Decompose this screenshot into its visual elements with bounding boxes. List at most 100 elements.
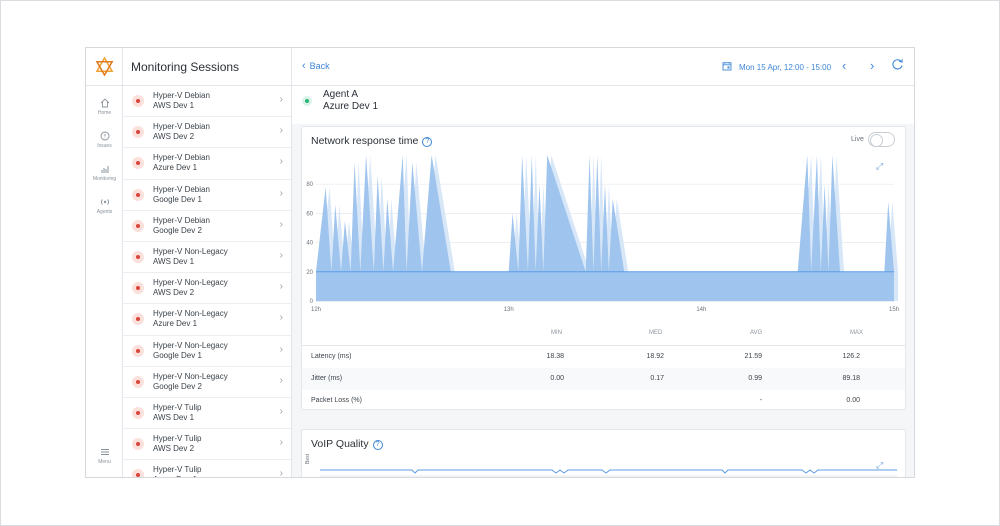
session-name: Hyper-V Non-Legacy bbox=[153, 371, 228, 381]
logo-icon bbox=[95, 57, 114, 76]
stats-header-avg: AVG bbox=[750, 330, 763, 336]
chevron-right-icon: › bbox=[279, 125, 283, 137]
session-name: Hyper-V Tulip bbox=[153, 434, 202, 444]
next-range-button[interactable]: › bbox=[870, 58, 874, 73]
back-link[interactable]: ‹ Back bbox=[302, 60, 330, 72]
session-environment: AWS Dev 2 bbox=[153, 132, 195, 142]
session-environment: AWS Dev 1 bbox=[153, 256, 195, 266]
session-name: Hyper-V Debian bbox=[153, 215, 210, 225]
stats-avg: - bbox=[759, 397, 762, 404]
nav-home[interactable]: Home bbox=[86, 98, 123, 132]
chart-series-area bbox=[316, 155, 894, 301]
session-item[interactable]: Hyper-V Non-Legacy AWS Dev 1 › bbox=[123, 242, 291, 274]
help-icon[interactable]: ? bbox=[422, 137, 433, 147]
chevron-left-icon: ‹ bbox=[302, 60, 306, 72]
live-toggle[interactable] bbox=[868, 132, 895, 147]
chart-series-shadow-area bbox=[320, 155, 898, 301]
stats-label: Packet Loss (%) bbox=[311, 397, 362, 404]
network-card-title: Network response time? bbox=[311, 135, 433, 147]
hamburger-icon bbox=[100, 449, 109, 455]
sessions-title: Monitoring Sessions bbox=[123, 48, 291, 86]
error-status-dot bbox=[132, 219, 144, 232]
chevron-right-icon: › bbox=[870, 58, 875, 73]
session-item[interactable]: Hyper-V Tulip AWS Dev 2 › bbox=[123, 429, 291, 461]
session-environment: Google Dev 1 bbox=[153, 350, 202, 360]
chart-x-tick-label: 13h bbox=[504, 307, 514, 313]
error-status-dot bbox=[132, 344, 144, 357]
stats-row-jitter: Jitter (ms) 0.00 0.17 0.99 89.18 bbox=[302, 368, 905, 390]
bar-chart-icon bbox=[101, 166, 108, 173]
chevron-right-icon: › bbox=[279, 94, 283, 105]
session-item[interactable]: Hyper-V Debian Google Dev 1 › bbox=[123, 180, 291, 211]
logo-row bbox=[86, 48, 123, 86]
expand-icon[interactable]: ⤢ bbox=[876, 161, 884, 171]
nav-agents[interactable]: Agents bbox=[86, 197, 123, 231]
chart-y-tick-label: 0 bbox=[310, 299, 314, 305]
session-item[interactable]: Hyper-V Non-Legacy AWS Dev 2 › bbox=[123, 273, 291, 305]
agent-status-dot bbox=[302, 96, 312, 106]
home-icon bbox=[100, 98, 109, 108]
session-name: Hyper-V Debian bbox=[153, 91, 210, 100]
session-name: Hyper-V Non-Legacy bbox=[153, 278, 228, 288]
calendar-icon[interactable] bbox=[722, 61, 732, 71]
alert-icon bbox=[100, 131, 109, 141]
error-status-dot bbox=[132, 126, 144, 139]
agent-name: Agent A bbox=[323, 89, 359, 100]
session-name: Hyper-V Non-Legacy bbox=[153, 246, 228, 256]
session-environment: AWS Dev 2 bbox=[153, 444, 195, 454]
error-status-dot bbox=[132, 250, 144, 263]
nav-monitoring[interactable]: Monitoring bbox=[86, 164, 123, 198]
chart-x-tick-label: 15h bbox=[889, 307, 899, 313]
top-bar: ‹ Back Mon 15 Apr, 12:00 - 15:00 ‹ › bbox=[292, 48, 914, 86]
help-icon[interactable]: ? bbox=[372, 440, 383, 450]
nav-menu[interactable]: Menu bbox=[86, 447, 123, 477]
stats-header-max: MAX bbox=[850, 330, 864, 336]
stats-max: 126.2 bbox=[842, 353, 860, 360]
date-range[interactable]: Mon 15 Apr, 12:00 - 15:00 bbox=[739, 63, 832, 72]
nav-monitoring-label: Monitoring bbox=[92, 176, 117, 182]
nav-issues-label: Issues bbox=[97, 143, 112, 149]
voip-chart bbox=[320, 469, 897, 477]
session-environment: AWS Dev 1 bbox=[153, 412, 195, 422]
main-content: ‹ Back Mon 15 Apr, 12:00 - 15:00 ‹ › Agen… bbox=[292, 48, 914, 477]
nav-rail: Home Issues Monitoring Agents Menu bbox=[86, 48, 123, 477]
error-status-dot bbox=[132, 375, 144, 388]
chevron-right-icon: › bbox=[279, 374, 283, 386]
session-item[interactable]: Hyper-V Non-Legacy Google Dev 2 › bbox=[123, 367, 291, 398]
stats-label: Latency (ms) bbox=[311, 353, 352, 360]
chevron-left-icon: ‹ bbox=[842, 58, 847, 73]
voip-card-title: VoIP Quality? bbox=[311, 438, 383, 450]
session-item[interactable]: Hyper-V Non-Legacy Google Dev 1 › bbox=[123, 336, 291, 367]
nav-agents-label: Agents bbox=[96, 209, 113, 215]
chevron-right-icon: › bbox=[279, 312, 283, 324]
session-item[interactable]: Hyper-V TulipAzure Dev 1 › bbox=[123, 460, 291, 477]
stats-med: 0.17 bbox=[650, 375, 664, 382]
chevron-right-icon: › bbox=[279, 437, 283, 449]
chart-x-tick-label: 14h bbox=[696, 307, 706, 313]
nav-issues[interactable]: Issues bbox=[86, 131, 123, 165]
session-item[interactable]: Hyper-V Non-Legacy Azure Dev 1 › bbox=[123, 304, 291, 336]
expand-icon[interactable]: ⤢ bbox=[876, 460, 884, 470]
chevron-right-icon: › bbox=[279, 156, 283, 168]
error-status-dot bbox=[132, 313, 144, 326]
error-status-dot bbox=[132, 406, 144, 419]
error-status-dot bbox=[132, 188, 144, 201]
network-chart: 0 20 40 60 80 12h 13h 14h 15h bbox=[306, 155, 899, 313]
nav-home-label: Home bbox=[97, 110, 112, 116]
error-status-dot bbox=[132, 157, 144, 170]
session-item[interactable]: Hyper-V Debian AWS Dev 1 › bbox=[123, 86, 291, 118]
session-item[interactable]: Hyper-V Tulip AWS Dev 1 › bbox=[123, 398, 291, 430]
session-item[interactable]: Hyper-V Debian Azure Dev 1 › bbox=[123, 148, 291, 180]
live-label: Live bbox=[851, 136, 864, 143]
chevron-right-icon: › bbox=[279, 343, 283, 355]
prev-range-button[interactable]: ‹ bbox=[842, 58, 846, 73]
session-name: Hyper-V Tulip bbox=[153, 402, 202, 412]
session-name: Hyper-V Tulip bbox=[153, 465, 202, 475]
refresh-icon[interactable] bbox=[891, 58, 904, 71]
app-window: Home Issues Monitoring Agents Menu Monit… bbox=[85, 47, 915, 478]
stats-label: Jitter (ms) bbox=[311, 375, 343, 382]
session-environment: Azure Dev 1 bbox=[153, 475, 197, 477]
session-item[interactable]: Hyper-V Debian Google Dev 2 › bbox=[123, 211, 291, 242]
session-item[interactable]: Hyper-V Debian AWS Dev 2 › bbox=[123, 117, 291, 149]
stats-min: 0.00 bbox=[550, 375, 564, 382]
